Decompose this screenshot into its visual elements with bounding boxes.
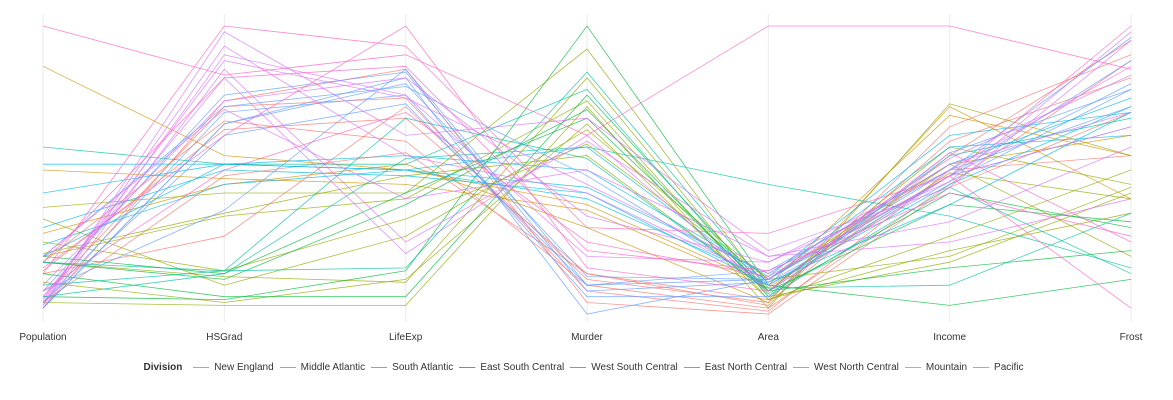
legend-label-east-north-central: East North Central (704, 362, 788, 373)
legend-label-west-north-central: West North Central (814, 362, 899, 373)
legend-label-pacific: Pacific (994, 362, 1024, 373)
legend-label-mountain: Mountain (925, 362, 968, 373)
axis-labels: Population HSGrad LifeExp Murder Area Income F… (19, 332, 1142, 343)
legend-item-east-south-central: East South Central (459, 362, 564, 373)
series-line-pacific-48 (42, 25, 1132, 292)
legend-swatch-south-atlantic (371, 366, 388, 368)
legend-swatch-west-north-central (793, 366, 810, 368)
legend-item-west-north-central: West North Central (793, 362, 899, 373)
series-line-pacific-45 (42, 25, 1132, 136)
legend-swatch-middle-atlantic (279, 366, 296, 368)
legend-item-new-england: New England (193, 362, 274, 373)
series-line-west-south-central-24 (42, 117, 1132, 292)
series-line-pacific-49 (42, 25, 1132, 292)
axis-label-area: Area (758, 332, 780, 343)
legend-swatch-new-england (193, 366, 210, 368)
series-line-middle-atlantic-6 (42, 65, 1132, 286)
legend-label-middle-atlantic: Middle Atlantic (300, 362, 366, 373)
series-line-south-atlantic-16 (42, 129, 1132, 286)
legend-swatch-east-south-central (459, 366, 476, 368)
series-line-south-atlantic-13 (42, 77, 1132, 298)
axis-label-lifeexp: LifeExp (389, 332, 423, 343)
series-line-mountain-40 (42, 60, 1132, 300)
legend: Division New England Middle Atlantic South… (0, 362, 1173, 373)
axis-label-frost: Frost (1120, 332, 1143, 343)
series-lines (42, 25, 1132, 315)
series-line-mountain-38 (42, 65, 1132, 286)
series-line-east-south-central-20 (42, 25, 1132, 306)
axis-lines (42, 14, 1132, 322)
legend-swatch-pacific (973, 366, 990, 368)
series-line-mountain-44 (42, 109, 1132, 257)
series-line-south-atlantic-9 (42, 103, 1132, 309)
legend-item-west-south-central: West South Central (570, 362, 678, 373)
legend-swatch-west-south-central (570, 366, 587, 368)
series-line-pacific-47 (42, 65, 1132, 272)
series-line-east-north-central-29 (42, 135, 1132, 280)
legend-item-south-atlantic: South Atlantic (371, 362, 453, 373)
series-line-new-england-5 (42, 77, 1132, 301)
axis-label-murder: Murder (571, 332, 603, 343)
axis-label-income: Income (933, 332, 966, 343)
legend-label-south-atlantic: South Atlantic (392, 362, 454, 373)
series-line-south-atlantic-14 (42, 123, 1132, 303)
series-line-east-south-central-17 (42, 94, 1132, 298)
series-line-mountain-43 (42, 45, 1132, 303)
legend-label-west-south-central: West South Central (591, 362, 678, 373)
legend-label-east-south-central: East South Central (480, 362, 565, 373)
series-line-mountain-42 (42, 68, 1132, 309)
series-line-south-atlantic-12 (42, 155, 1132, 292)
legend-title: Division (143, 362, 183, 373)
legend-item-middle-atlantic: Middle Atlantic (279, 362, 366, 373)
legend-swatch-mountain (904, 366, 921, 368)
series-line-mountain-39 (42, 31, 1132, 306)
legend-item-mountain: Mountain (904, 362, 968, 373)
axis-label-hsgrad: HSGrad (206, 332, 242, 343)
axis-label-population: Population (19, 332, 66, 343)
series-line-south-atlantic-15 (42, 100, 1132, 301)
legend-item-pacific: Pacific (973, 362, 1023, 373)
legend-item-east-north-central: East North Central (683, 362, 788, 373)
legend-swatch-east-north-central (683, 366, 700, 368)
legend-label-new-england: New England (214, 362, 274, 373)
series-line-mountain-37 (42, 31, 1132, 306)
